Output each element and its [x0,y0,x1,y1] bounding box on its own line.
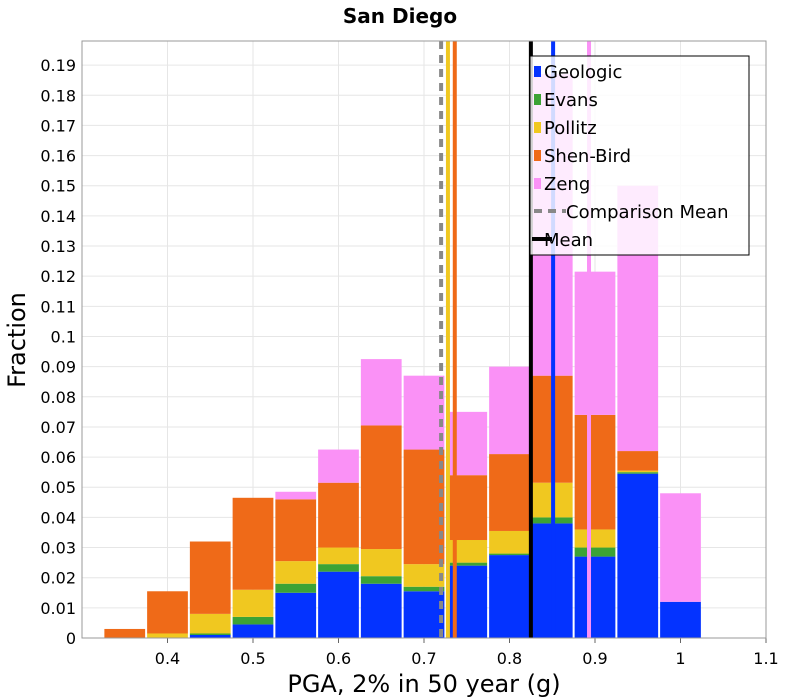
legend-zeng-swatch [534,178,541,189]
legend-zeng-label: Zeng [544,174,590,195]
y-tick-label: 0.1 [51,327,76,346]
x-tick-label: 0.9 [582,649,607,668]
bar-evans [403,586,445,592]
y-tick-label: 0.11 [40,297,76,316]
legend-geologic-label: Geologic [544,62,622,83]
legend-shen-bird-label: Shen-Bird [544,146,631,167]
x-tick-label: 0.8 [497,649,522,668]
x-tick-label: 1.1 [753,649,778,668]
bar-pollitz [574,529,616,548]
y-tick-label: 0.04 [40,508,76,527]
y-tick-label: 0.09 [40,358,76,377]
y-tick-label: 0.01 [40,599,76,618]
bar-pollitz [189,613,231,634]
bar-zeng [446,411,488,476]
y-tick-label: 0.05 [40,478,76,497]
bar-zeng [318,449,359,483]
bar-geologic [189,634,231,638]
bar-shen-bird [617,451,659,471]
bar-pollitz [360,549,402,577]
legend-comparison-mean-label: Comparison Mean [566,202,729,223]
bar-evans [360,576,402,584]
bar-shen-bird [574,414,616,530]
bar-evans [574,547,616,557]
bar-zeng [489,366,530,455]
legend-pollitz-label: Pollitz [544,118,597,139]
bar-pollitz [318,547,359,565]
bar-shen-bird [147,591,188,634]
bar-pollitz [489,530,530,554]
legend-box [529,55,750,256]
bar-geologic [232,624,274,638]
y-tick-label: 0.06 [40,448,76,467]
bar-pollitz [275,561,317,584]
bar-shen-bird [360,425,402,550]
bar-evans [617,472,659,474]
bar-pollitz [147,633,188,638]
y-tick-label: 0.02 [40,569,76,588]
bar-shen-bird [318,482,359,548]
bar-evans [318,564,359,572]
y-tick-label: 0.15 [40,177,76,196]
bar-zeng [360,359,402,426]
bar-shen-bird [446,475,488,541]
x-axis-title: PGA, 2% in 50 year (g) [287,670,560,698]
legend-shen-bird-swatch [534,150,541,161]
bar-pollitz [446,540,488,563]
y-tick-label: 0 [66,629,76,648]
y-tick-label: 0.17 [40,116,76,135]
bar-geologic [403,591,445,638]
legend-geologic-swatch [534,66,541,77]
legend-pollitz-swatch [534,122,541,133]
bar-shen-bird [232,497,274,590]
bar-shen-bird [403,449,445,565]
x-tick-label: 0.7 [411,649,436,668]
bar-pollitz [403,564,445,587]
y-tick-label: 0.12 [40,267,76,286]
bar-shen-bird [189,541,231,614]
bar-evans [189,633,231,635]
y-tick-label: 0.13 [40,237,76,256]
plot-border [81,40,767,639]
legend-mean-label: Mean [544,230,593,251]
bar-zeng [275,491,317,500]
bar-geologic [360,583,402,638]
bar-zeng [403,375,445,450]
bar-geologic [446,565,488,638]
y-axis-title: Fraction [3,292,31,388]
bar-zeng [660,493,701,602]
x-tick-label: 0.5 [240,649,265,668]
x-tick-label: 0.6 [326,649,351,668]
bar-pollitz [232,589,274,617]
bar-geologic [275,592,317,638]
bar-geologic [574,556,616,638]
bar-geologic [617,473,659,638]
bar-pollitz [617,470,659,473]
y-tick-label: 0.14 [40,207,76,226]
bar-evans [232,616,274,625]
legend-evans-swatch [534,94,541,105]
legend: Geologic Evans Pollitz Shen-Bird Zeng Compari… [529,55,750,256]
bar-geologic [318,571,359,638]
legend-evans-label: Evans [544,90,598,111]
bar-shen-bird [489,454,530,531]
x-tick-label: 1 [675,649,685,668]
x-tick-label: 0.4 [155,649,180,668]
bar-evans [489,553,530,556]
bar-shen-bird [275,499,317,562]
y-tick-label: 0.19 [40,56,76,75]
bar-zeng [574,271,616,415]
y-tick-label: 0.16 [40,147,76,166]
y-tick-label: 0.03 [40,539,76,558]
y-tick-label: 0.08 [40,388,76,407]
chart-title: San Diego [343,4,457,28]
y-tick-label: 0.07 [40,418,76,437]
bar-evans [275,583,317,593]
bar-shen-bird [104,628,146,638]
y-tick-label: 0.18 [40,86,76,105]
bar-geologic [660,601,701,638]
bar-evans [446,562,488,566]
bar-geologic [489,555,530,638]
